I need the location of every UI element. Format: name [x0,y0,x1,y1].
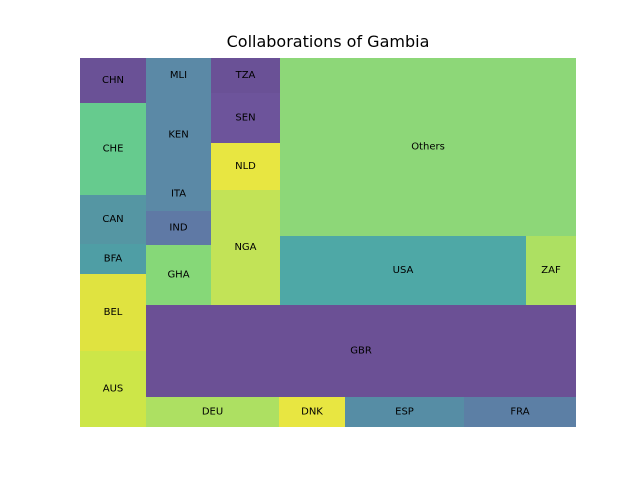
tile-gbr [146,305,576,397]
tile-label-ken: KEN [168,130,188,141]
tile-zaf [526,236,576,305]
tile-mli [146,58,211,93]
tile-tza [211,58,280,93]
tile-label-ind: IND [169,223,187,234]
tile-label-fra: FRA [510,407,529,418]
tile-label-bel: BEL [104,307,123,318]
tile-nld [211,143,280,190]
tile-nga [211,190,280,305]
tile-label-usa: USA [393,265,414,276]
tile-che [80,103,146,195]
tile-label-tza: TZA [235,70,256,81]
tile-label-others: Others [411,142,445,153]
tile-usa [280,236,526,305]
tile-sen [211,93,280,143]
chart-title: Collaborations of Gambia [226,32,430,51]
tile-label-can: CAN [102,214,123,225]
tile-bel [80,274,146,351]
tile-label-gbr: GBR [350,346,372,357]
tile-label-deu: DEU [202,407,223,418]
tile-label-sen: SEN [235,113,255,124]
tile-esp [345,397,464,427]
tile-label-ita: ITA [171,189,186,200]
tile-label-che: CHE [103,144,124,155]
tile-label-zaf: ZAF [541,265,561,276]
tile-label-nld: NLD [235,161,256,172]
tile-label-chn: CHN [102,75,124,86]
tile-bfa [80,244,146,274]
tile-can [80,195,146,244]
tile-label-bfa: BFA [104,254,123,265]
tile-ind [146,211,211,245]
tile-label-mli: MLI [170,70,187,81]
tile-label-esp: ESP [395,407,414,418]
tile-ken [146,93,211,177]
tile-ita [146,177,211,211]
tile-aus [80,351,146,427]
tile-dnk [279,397,345,427]
tile-label-nga: NGA [234,242,256,253]
tile-chn [80,58,146,103]
tile-label-aus: AUS [103,384,124,395]
tile-label-dnk: DNK [301,407,323,418]
tile-deu [146,397,279,427]
tile-others [280,58,576,236]
tile-label-gha: GHA [167,270,189,281]
tile-gha [146,245,211,305]
tile-fra [464,397,576,427]
